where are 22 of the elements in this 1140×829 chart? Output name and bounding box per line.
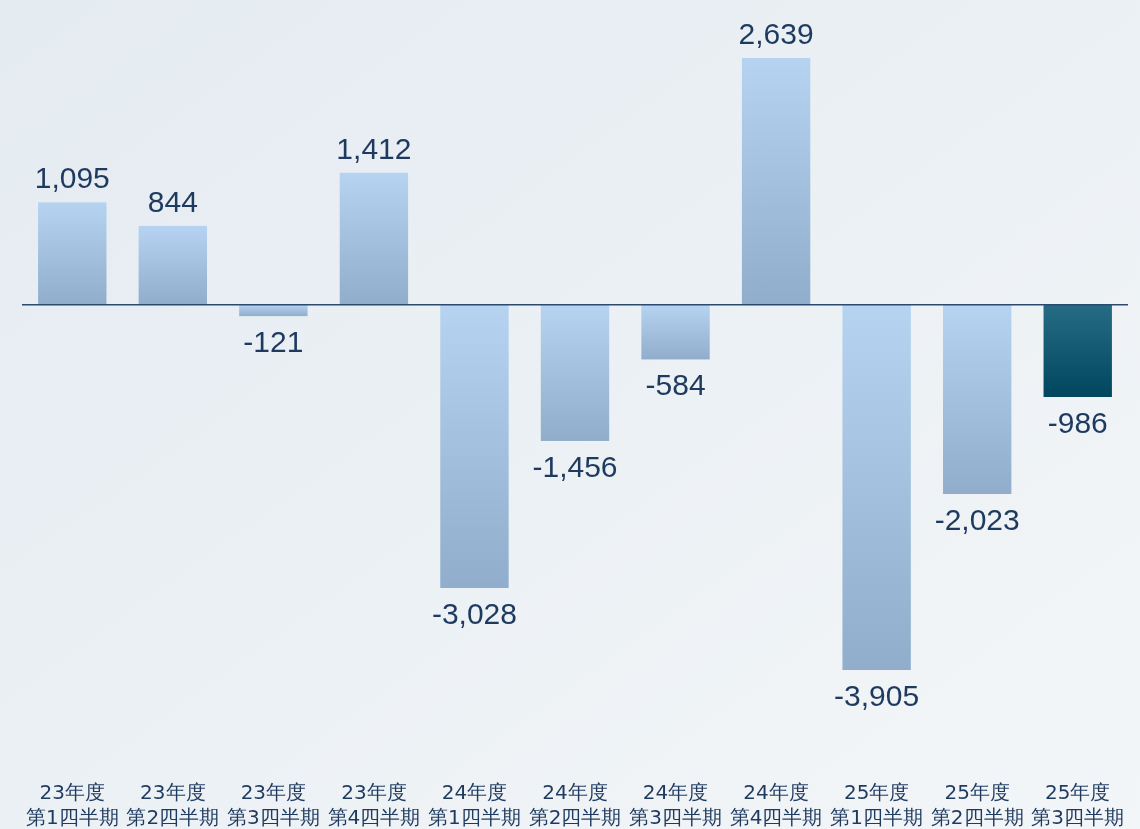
data-label: 1,095 bbox=[34, 161, 110, 195]
data-label: -3,028 bbox=[431, 596, 517, 630]
x-tick-label: 24年度第1四半期 bbox=[428, 780, 521, 829]
x-tick-label: 24年度第3四半期 bbox=[629, 780, 722, 829]
x-tick-label: 23年度第3四半期 bbox=[227, 780, 320, 829]
data-label: -121 bbox=[243, 325, 304, 359]
data-label: 2,639 bbox=[738, 17, 814, 50]
x-tick-label: 23年度第4四半期 bbox=[327, 780, 421, 829]
data-label: -3,905 bbox=[834, 679, 920, 712]
x-tick-label: 25年度第2四半期 bbox=[930, 780, 1024, 829]
x-tick-label: 24年度第2四半期 bbox=[528, 780, 622, 829]
data-label: 1,412 bbox=[336, 131, 412, 165]
x-tick-label: 23年度第2四半期 bbox=[126, 780, 220, 829]
x-tick-label: 24年度第4四半期 bbox=[729, 780, 823, 829]
data-label: -1,456 bbox=[532, 449, 618, 483]
x-tick-label: 23年度第1四半期 bbox=[25, 780, 119, 829]
x-tick-label: 25年度第3四半期 bbox=[1031, 780, 1125, 829]
data-label: 844 bbox=[147, 184, 198, 218]
x-tick-label: 25年度第1四半期 bbox=[830, 780, 923, 829]
data-label: -2,023 bbox=[934, 502, 1020, 536]
data-label: -584 bbox=[645, 368, 706, 402]
data-label: -986 bbox=[1047, 406, 1108, 440]
